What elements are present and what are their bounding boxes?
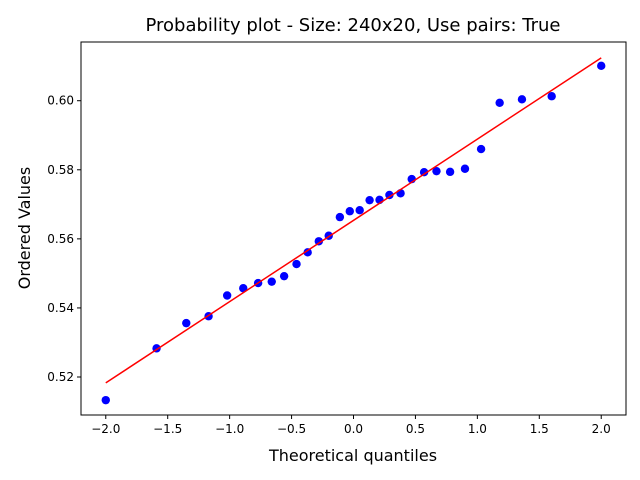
data-point [222,291,232,300]
x-tick-label: −2.0 [91,422,120,436]
data-point [517,95,527,104]
plot-area [101,57,606,405]
data-point [314,237,324,246]
x-axis-label: Theoretical quantiles [268,446,437,465]
data-point [547,92,556,101]
y-tick-label: 0.60 [47,94,74,108]
fit-line [105,57,602,384]
data-point [279,271,289,281]
axes-frame [80,41,627,416]
data-point [476,144,486,154]
data-point [101,395,110,405]
x-tick-label: 2.0 [592,422,611,436]
y-tick-label: 0.58 [47,163,74,177]
data-point [460,164,470,173]
data-point [495,98,504,107]
chart-title: Probability plot - Size: 240x20, Use pai… [145,15,560,36]
x-tick-label: −0.5 [277,422,306,436]
y-axis-label: Ordered Values [15,167,34,289]
x-tick-label: 1.0 [468,422,487,436]
data-point [385,190,394,200]
x-tick-label: −1.0 [215,422,244,436]
y-axis: 0.52 0.54 0.56 0.58 0.60 [47,94,81,384]
data-point [335,212,345,222]
y-tick-label: 0.54 [47,301,74,315]
y-tick-label: 0.52 [47,370,74,384]
data-point [355,205,364,215]
data-point [239,284,248,293]
x-tick-label: −1.5 [153,422,182,436]
data-point [303,248,312,257]
x-axis: −2.0 −1.5 −1.0 −0.5 0.0 0.5 1.0 1.5 2.0 [91,415,611,436]
data-point [597,61,606,71]
data-point [365,195,374,205]
x-tick-label: 0.5 [406,422,425,436]
data-point [345,207,354,216]
data-point [182,318,191,328]
data-point [432,166,441,176]
x-tick-label: 0.0 [344,422,363,436]
data-point [445,167,455,177]
y-tick-label: 0.56 [47,232,74,246]
data-point [267,277,276,286]
x-tick-label: 1.5 [530,422,549,436]
data-point [419,168,429,177]
data-point [292,259,301,269]
